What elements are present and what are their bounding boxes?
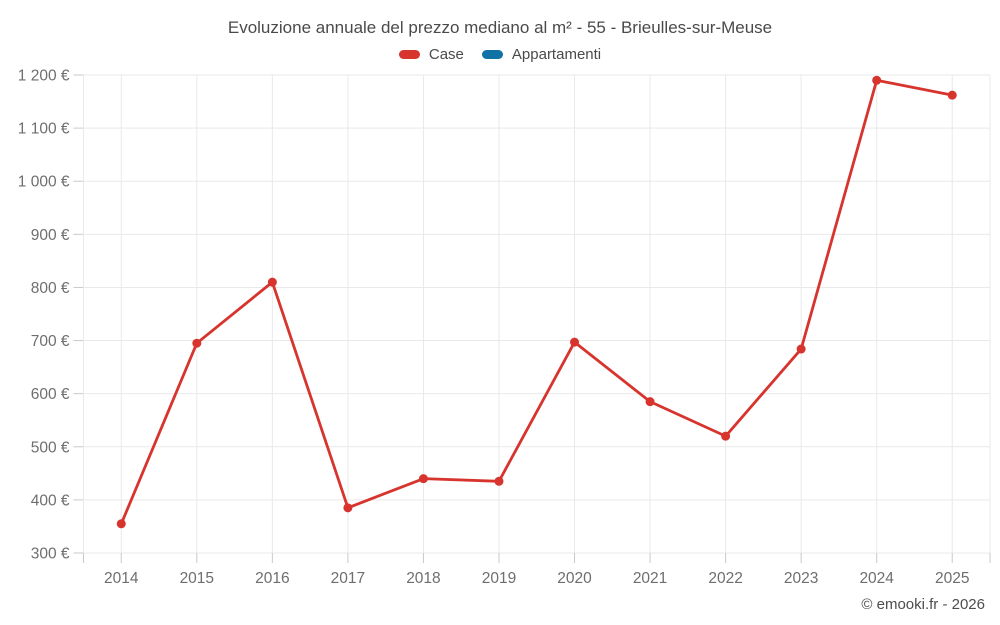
legend-label-appartamenti: Appartamenti — [511, 46, 602, 63]
x-axis-label: 2015 — [180, 570, 214, 587]
chart-legend: Case Appartamenti — [0, 46, 1000, 63]
y-axis-label: 1 100 € — [18, 121, 70, 138]
appartamenti-series-swatch — [481, 50, 503, 59]
y-axis-label: 1 000 € — [18, 174, 70, 191]
data-point-case-2021[interactable] — [645, 397, 655, 407]
y-axis-label: 400 € — [31, 492, 70, 509]
y-axis-label: 1 200 € — [18, 68, 70, 85]
data-point-case-2016[interactable] — [267, 277, 277, 287]
legend-label-case: Case — [428, 46, 464, 63]
legend-item-case[interactable]: Case — [398, 46, 464, 63]
y-axis-label: 700 € — [31, 333, 70, 350]
data-point-case-2019[interactable] — [494, 476, 504, 486]
x-axis-label: 2024 — [859, 570, 894, 587]
x-axis-label: 2023 — [784, 570, 818, 587]
x-axis-label: 2025 — [935, 570, 969, 587]
data-point-case-2025[interactable] — [947, 90, 957, 100]
data-point-case-2015[interactable] — [192, 338, 202, 348]
legend-item-appartamenti[interactable]: Appartamenti — [481, 46, 602, 63]
x-axis-label: 2022 — [708, 570, 742, 587]
y-axis-label: 300 € — [31, 546, 70, 563]
data-point-case-2023[interactable] — [796, 344, 806, 354]
x-axis-label: 2017 — [331, 570, 365, 587]
y-axis-label: 800 € — [31, 280, 70, 297]
y-axis-label: 500 € — [31, 439, 70, 456]
data-point-case-2022[interactable] — [721, 431, 731, 441]
footer-credit: © emooki.fr - 2026 — [861, 596, 985, 613]
data-point-case-2017[interactable] — [343, 503, 353, 513]
x-axis-label: 2016 — [255, 570, 289, 587]
data-point-case-2020[interactable] — [570, 337, 580, 347]
data-point-case-2014[interactable] — [116, 519, 126, 529]
x-axis-label: 2019 — [482, 570, 516, 587]
x-axis-label: 2014 — [104, 570, 139, 587]
chart-title: Evoluzione annuale del prezzo mediano al… — [227, 18, 773, 37]
data-point-case-2018[interactable] — [418, 474, 428, 484]
y-axis-label: 600 € — [31, 386, 70, 403]
series-line-case — [119, 78, 954, 526]
y-axis-label: 900 € — [31, 227, 70, 244]
case-series-swatch — [398, 50, 420, 59]
x-axis-label: 2018 — [406, 570, 440, 587]
x-axis-label: 2021 — [633, 570, 667, 587]
data-point-case-2024[interactable] — [872, 75, 882, 85]
x-axis-label: 2020 — [557, 570, 592, 587]
